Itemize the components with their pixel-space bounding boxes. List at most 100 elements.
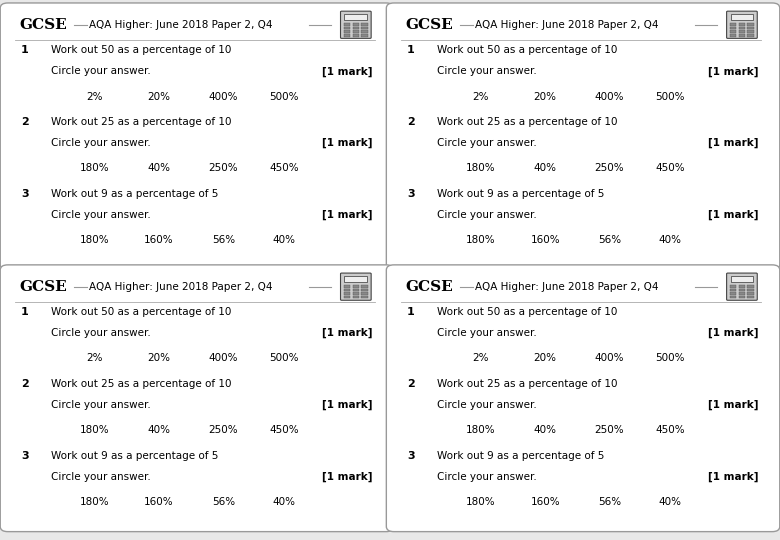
Bar — [345, 14, 367, 19]
Bar — [353, 292, 359, 295]
Bar — [730, 23, 736, 26]
FancyBboxPatch shape — [0, 265, 394, 531]
Bar — [739, 30, 745, 33]
Text: 2%: 2% — [87, 92, 103, 102]
Bar — [344, 296, 350, 299]
Text: 250%: 250% — [208, 164, 238, 173]
Text: Work out 9 as a percentage of 5: Work out 9 as a percentage of 5 — [51, 189, 218, 199]
Text: 160%: 160% — [144, 235, 174, 245]
Text: 1: 1 — [407, 45, 415, 55]
Text: Circle your answer.: Circle your answer. — [438, 400, 537, 410]
Text: Circle your answer.: Circle your answer. — [51, 472, 151, 482]
Text: Circle your answer.: Circle your answer. — [438, 66, 537, 76]
Text: 2%: 2% — [87, 354, 103, 363]
Text: 160%: 160% — [530, 497, 560, 507]
Text: 20%: 20% — [147, 354, 171, 363]
Text: 450%: 450% — [655, 164, 685, 173]
Text: [1 mark]: [1 mark] — [322, 210, 373, 220]
Bar — [344, 27, 350, 29]
FancyBboxPatch shape — [727, 273, 757, 300]
Bar — [361, 34, 367, 37]
Text: Work out 25 as a percentage of 10: Work out 25 as a percentage of 10 — [51, 117, 232, 127]
Text: 40%: 40% — [658, 235, 682, 245]
Text: AQA Higher: June 2018 Paper 2, Q4: AQA Higher: June 2018 Paper 2, Q4 — [89, 282, 273, 292]
Text: 180%: 180% — [466, 497, 496, 507]
Text: 40%: 40% — [272, 235, 296, 245]
Text: GCSE: GCSE — [20, 280, 67, 294]
Text: Circle your answer.: Circle your answer. — [438, 328, 537, 338]
Text: 250%: 250% — [594, 426, 624, 435]
Bar — [747, 34, 753, 37]
Bar — [361, 296, 367, 299]
Text: 500%: 500% — [269, 354, 299, 363]
Text: 500%: 500% — [655, 92, 685, 102]
Text: 500%: 500% — [269, 92, 299, 102]
Text: 40%: 40% — [658, 497, 682, 507]
Text: Work out 9 as a percentage of 5: Work out 9 as a percentage of 5 — [51, 451, 218, 461]
Text: GCSE: GCSE — [406, 18, 453, 32]
Bar — [730, 292, 736, 295]
Bar — [730, 289, 736, 291]
Text: GCSE: GCSE — [20, 18, 67, 32]
Bar — [361, 30, 367, 33]
Bar — [353, 296, 359, 299]
Bar — [353, 285, 359, 288]
Bar — [739, 34, 745, 37]
Bar — [739, 285, 745, 288]
Text: 20%: 20% — [534, 354, 557, 363]
Text: Circle your answer.: Circle your answer. — [51, 400, 151, 410]
Bar — [731, 14, 753, 19]
Text: 2: 2 — [407, 379, 415, 389]
Text: Circle your answer.: Circle your answer. — [51, 210, 151, 220]
Text: 20%: 20% — [534, 92, 557, 102]
Bar — [344, 292, 350, 295]
Text: 56%: 56% — [598, 497, 621, 507]
Text: Circle your answer.: Circle your answer. — [51, 138, 151, 148]
Text: Circle your answer.: Circle your answer. — [438, 210, 537, 220]
Text: 180%: 180% — [466, 164, 496, 173]
Text: 1: 1 — [21, 45, 29, 55]
Text: Circle your answer.: Circle your answer. — [51, 66, 151, 76]
Text: 160%: 160% — [530, 235, 560, 245]
Text: Circle your answer.: Circle your answer. — [438, 472, 537, 482]
Bar — [344, 23, 350, 26]
Text: AQA Higher: June 2018 Paper 2, Q4: AQA Higher: June 2018 Paper 2, Q4 — [89, 20, 273, 30]
Text: GCSE: GCSE — [406, 280, 453, 294]
Text: 20%: 20% — [147, 92, 171, 102]
Text: [1 mark]: [1 mark] — [708, 138, 759, 149]
Text: 250%: 250% — [208, 426, 238, 435]
Bar — [344, 30, 350, 33]
Text: [1 mark]: [1 mark] — [708, 400, 759, 410]
Text: 2%: 2% — [473, 354, 489, 363]
Text: 3: 3 — [407, 189, 415, 199]
Bar — [353, 34, 359, 37]
Bar — [730, 296, 736, 299]
Text: Work out 25 as a percentage of 10: Work out 25 as a percentage of 10 — [438, 379, 618, 389]
Bar — [353, 27, 359, 29]
Text: [1 mark]: [1 mark] — [708, 66, 759, 77]
Text: 56%: 56% — [212, 235, 235, 245]
Text: 40%: 40% — [272, 497, 296, 507]
Bar — [361, 23, 367, 26]
Bar — [747, 285, 753, 288]
Bar — [739, 296, 745, 299]
FancyBboxPatch shape — [386, 265, 780, 531]
Text: [1 mark]: [1 mark] — [322, 138, 373, 149]
Text: 180%: 180% — [466, 235, 496, 245]
Bar — [353, 30, 359, 33]
Text: [1 mark]: [1 mark] — [708, 328, 759, 339]
Text: [1 mark]: [1 mark] — [708, 472, 759, 482]
Bar — [739, 289, 745, 291]
Bar — [747, 30, 753, 33]
Text: 400%: 400% — [595, 354, 624, 363]
Bar — [353, 289, 359, 291]
Text: [1 mark]: [1 mark] — [708, 210, 759, 220]
Text: 180%: 180% — [80, 164, 110, 173]
Text: 160%: 160% — [144, 497, 174, 507]
Bar — [344, 285, 350, 288]
Text: [1 mark]: [1 mark] — [322, 472, 373, 482]
Text: 2: 2 — [21, 117, 29, 127]
Text: 56%: 56% — [598, 235, 621, 245]
Text: 2: 2 — [407, 117, 415, 127]
Text: 400%: 400% — [209, 354, 238, 363]
